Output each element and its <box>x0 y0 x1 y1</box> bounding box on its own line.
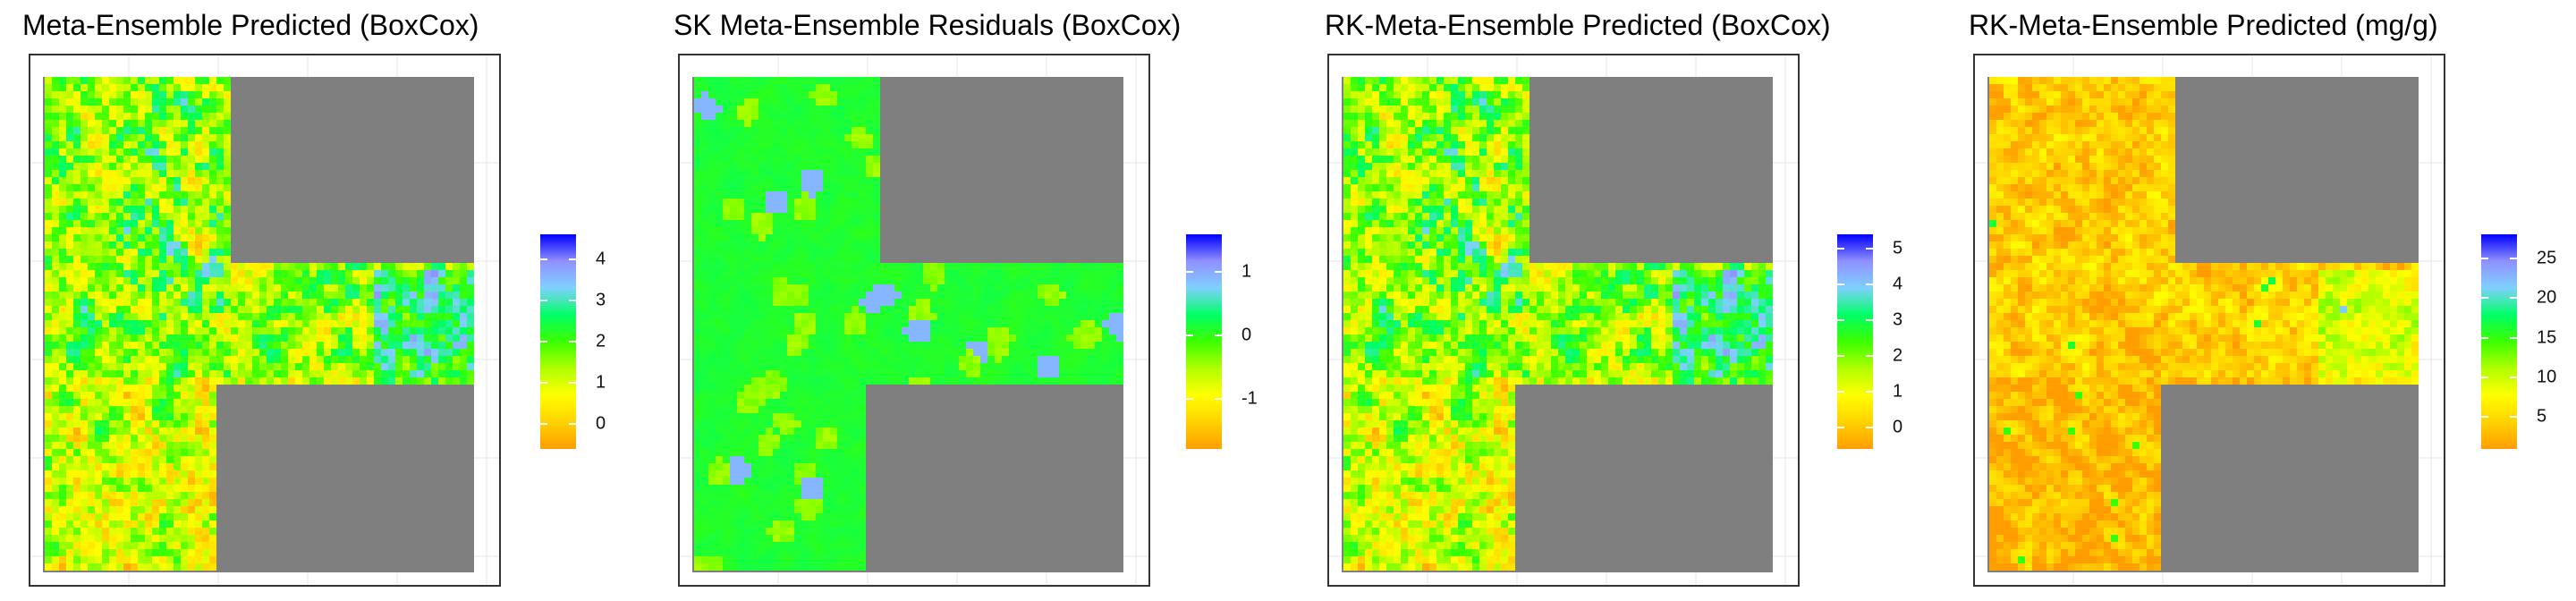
map-frame <box>678 54 1150 587</box>
legend-tick-mark <box>540 258 547 260</box>
panel: RK-Meta-Ensemble Predicted (BoxCox) 5 4 3 2… <box>1302 0 1946 601</box>
legend-tick-label: 3 <box>596 290 606 310</box>
legend-tick-label: 10 <box>2537 367 2557 387</box>
legend-tick-label: 1 <box>596 372 606 393</box>
map-frame <box>1327 54 1800 587</box>
legend-tick-mark <box>569 299 576 301</box>
legend-colorbar <box>1186 234 1222 449</box>
legend-tick-mark <box>1866 427 1873 428</box>
legend-tick-label: 2 <box>1893 345 1903 366</box>
legend-tick-label: 4 <box>596 249 606 269</box>
legend-gradient <box>1837 234 1873 449</box>
legend-tick-label: 15 <box>2537 327 2557 348</box>
raster-cells <box>45 77 474 571</box>
map-frame <box>1973 54 2445 587</box>
color-legend: 1 0 -1 <box>1186 234 1374 449</box>
legend-tick-mark <box>569 423 576 426</box>
legend-tick-mark <box>2510 257 2517 259</box>
legend-tick-mark <box>2481 416 2488 419</box>
panel: RK-Meta-Ensemble Predicted (mg/g) 25 20 15… <box>1946 0 2576 601</box>
legend-tick-label: 0 <box>1893 417 1903 437</box>
legend-tick-mark <box>1215 271 1222 274</box>
legend-tick-mark <box>1186 334 1193 336</box>
legend-tick-label: 20 <box>2537 287 2557 308</box>
map-frame <box>29 54 501 587</box>
legend-tick-mark <box>540 382 547 385</box>
raster-map <box>1975 55 2444 585</box>
legend-tick-label: 3 <box>1893 309 1903 330</box>
map-title: RK-Meta-Ensemble Predicted (mg/g) <box>1969 9 2438 41</box>
legend-tick-mark <box>540 423 547 426</box>
legend-tick-mark <box>569 382 576 385</box>
legend-colorbar <box>1837 234 1873 449</box>
map-title: RK-Meta-Ensemble Predicted (BoxCox) <box>1325 9 1831 41</box>
legend-tick-mark <box>1837 391 1844 393</box>
legend-tick-mark <box>569 341 576 343</box>
legend-tick-mark <box>1866 319 1873 321</box>
legend-tick-mark <box>2481 257 2488 259</box>
legend-tick-mark <box>1837 319 1844 321</box>
legend-tick-mark <box>2481 297 2488 300</box>
legend-tick-label: 1 <box>1241 261 1252 282</box>
legend-tick-mark <box>540 299 547 301</box>
legend-tick-mark <box>1215 397 1222 400</box>
legend-tick-mark <box>1186 397 1193 400</box>
raster-cells <box>1989 77 2419 571</box>
legend-tick-mark <box>1866 284 1873 285</box>
legend-tick-mark <box>2510 377 2517 378</box>
panel: Meta-Ensemble Predicted (BoxCox) 4 3 2 1 0 <box>0 0 644 601</box>
legend-tick-mark <box>1866 391 1873 393</box>
legend-tick-mark <box>1837 248 1844 250</box>
legend-tick-mark <box>1837 355 1844 357</box>
legend-tick-mark <box>1837 284 1844 285</box>
legend-tick-label: 2 <box>596 331 606 351</box>
raster-cells <box>1343 77 1773 571</box>
legend-gradient <box>2481 234 2517 449</box>
legend-tick-label: 5 <box>1893 238 1903 258</box>
panel: SK Meta-Ensemble Residuals (BoxCox) 1 0 -1 <box>651 0 1295 601</box>
legend-tick-label: 0 <box>1241 325 1252 345</box>
legend-tick-label: 4 <box>1893 274 1903 294</box>
legend-tick-label: 0 <box>596 413 606 434</box>
legend-tick-mark <box>2481 377 2488 378</box>
color-legend: 4 3 2 1 0 <box>540 234 728 449</box>
color-legend: 25 20 15 10 5 <box>2481 234 2571 449</box>
legend-gradient <box>1186 234 1222 449</box>
legend-tick-mark <box>569 258 576 260</box>
legend-tick-mark <box>1866 248 1873 250</box>
legend-tick-mark <box>2510 336 2517 339</box>
raster-map <box>680 55 1148 585</box>
legend-tick-mark <box>1186 271 1193 274</box>
legend-tick-label: 1 <box>1893 381 1903 402</box>
raster-cells <box>694 77 1123 571</box>
map-title: Meta-Ensemble Predicted (BoxCox) <box>22 9 479 41</box>
legend-tick-label: 25 <box>2537 248 2557 268</box>
legend-tick-mark <box>1866 355 1873 357</box>
legend-tick-mark <box>2481 336 2488 339</box>
legend-tick-label: -1 <box>1241 388 1258 409</box>
legend-tick-label: 5 <box>2537 406 2547 427</box>
raster-map <box>30 55 499 585</box>
legend-tick-mark <box>1215 334 1222 336</box>
legend-tick-mark <box>2510 297 2517 300</box>
color-legend: 5 4 3 2 1 0 <box>1837 234 2025 449</box>
legend-tick-mark <box>1837 427 1844 428</box>
raster-map <box>1329 55 1798 585</box>
map-title: SK Meta-Ensemble Residuals (BoxCox) <box>674 9 1182 41</box>
legend-colorbar <box>2481 234 2517 449</box>
legend-tick-mark <box>540 341 547 343</box>
legend-tick-mark <box>2510 416 2517 419</box>
